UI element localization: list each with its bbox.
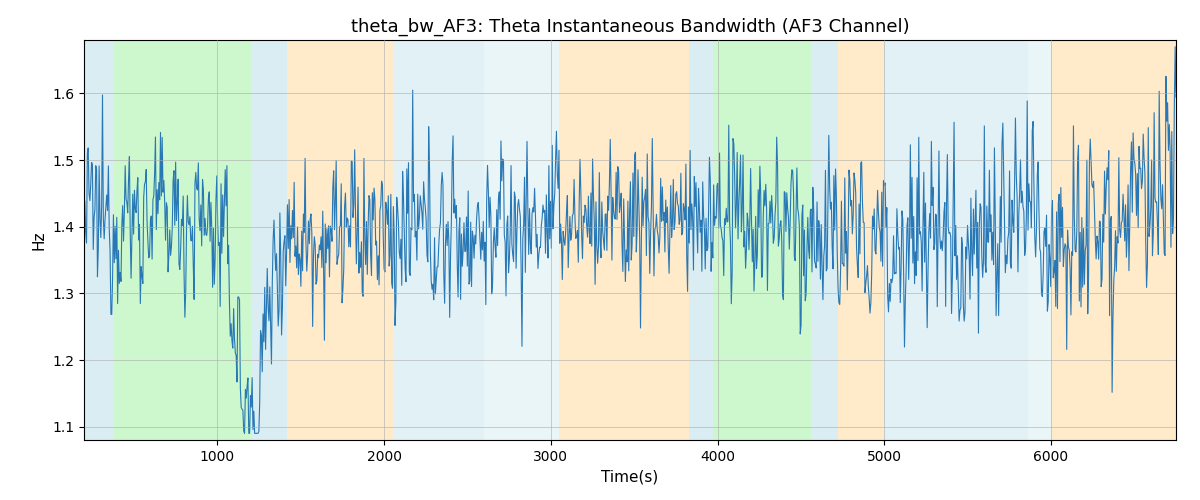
Bar [287,40,394,440]
Title: theta_bw_AF3: Theta Instantaneous Bandwidth (AF3 Channel): theta_bw_AF3: Theta Instantaneous Bandwi… [350,18,910,36]
X-axis label: Time(s): Time(s) [601,470,659,484]
Bar [394,40,484,440]
Bar [559,40,689,440]
Bar [689,40,713,440]
Bar [114,40,251,440]
Bar [838,40,884,440]
Bar [1051,40,1176,440]
Y-axis label: Hz: Hz [31,230,47,250]
Bar [251,40,287,440]
Bar [811,40,838,440]
Bar [484,40,559,440]
Bar [84,40,114,440]
Bar [884,40,1027,440]
Bar [1027,40,1051,440]
Bar [713,40,811,440]
